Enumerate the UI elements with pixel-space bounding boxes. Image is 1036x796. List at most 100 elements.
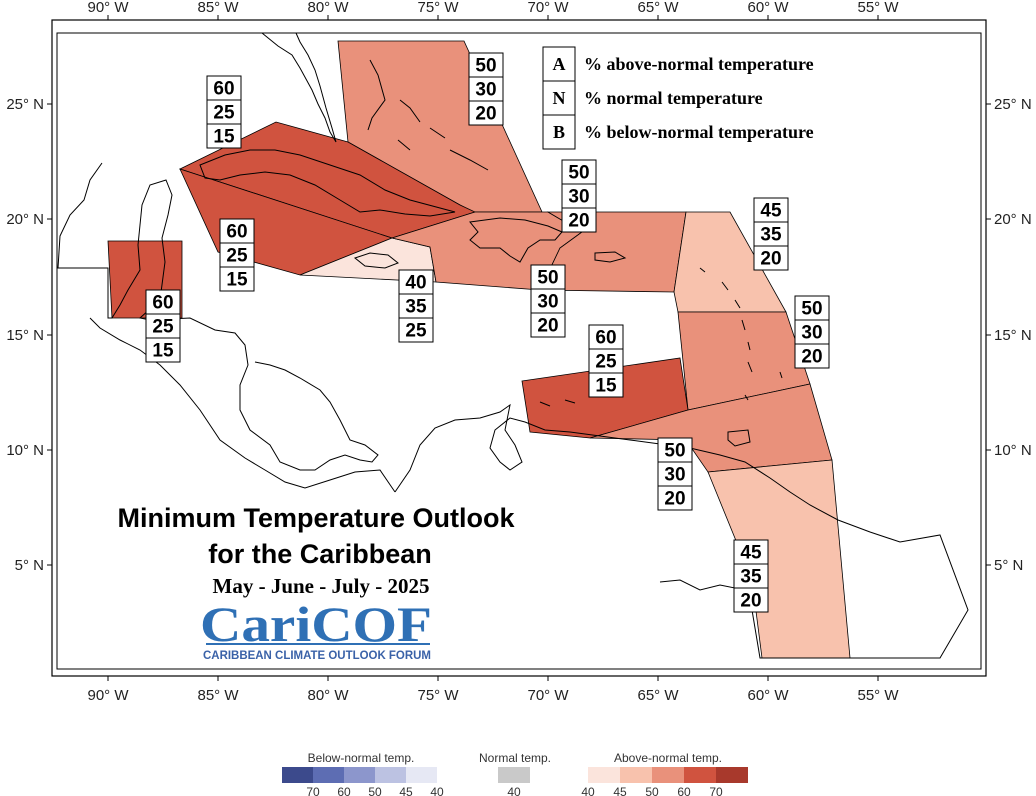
probability-cell [398,269,434,295]
prob-normal: 30 [475,80,496,101]
probability-cell [219,242,255,268]
scale-swatches: 70 60 50 45 40 40 40 45 50 60 70 [282,767,748,796]
lon-label: 90° W [87,0,129,16]
lon-label: 75° W [417,0,459,16]
probability-box: 45 35 20 [733,539,769,613]
probability-cell [530,264,566,290]
prob-below: 20 [537,316,558,337]
coast-lesser-antilles [699,267,783,401]
lon-label: 70° W [527,687,569,704]
lon-label: 75° W [417,687,459,704]
coast-yucatan-central-america [57,162,379,471]
scale-tick-label: 70 [306,785,320,796]
prob-above: 45 [740,543,762,564]
axis-ticks [47,15,991,681]
probability-cell [733,587,769,613]
latitude-labels-right: 25° N 20° N 15° N 10° N 5° N [994,96,1032,574]
prob-below: 20 [475,104,496,125]
lat-label: 15° N [6,327,44,344]
probability-cell [753,245,789,271]
prob-normal: 30 [664,465,685,486]
probability-cell [657,461,693,487]
probability-box: 50 30 20 [794,295,830,369]
latitude-labels-left: 25° N 20° N 15° N 10° N 5° N [6,96,44,574]
prob-below: 20 [760,249,781,270]
lat-label: 15° N [994,327,1032,344]
probability-box: 50 30 20 [657,437,693,511]
coast-cuba [199,149,456,217]
coastlines [57,32,969,659]
lat-label: 20° N [6,211,44,228]
prob-above: 50 [568,163,589,184]
scale-swatch [313,767,344,783]
scale-swatch [406,767,437,783]
legend-key-letter: B [553,122,565,142]
probability-box: 50 30 20 [530,264,566,338]
prob-above: 60 [595,328,616,349]
legend-key-a: A [542,46,576,82]
probability-cell [468,100,504,126]
probability-box: 50 30 20 [468,52,504,126]
lon-label: 90° W [87,687,129,704]
probability-cell [588,324,624,350]
probability-box: 40 35 25 [398,269,434,343]
coast-hispaniola [469,217,563,263]
longitude-labels-bottom: 90° W 85° W 80° W 75° W 70° W 65° W 60° … [87,687,899,704]
prob-above: 50 [537,268,558,289]
probability-cell [561,207,597,233]
probability-box: 60 25 15 [206,75,242,149]
scale-title-below: Below-normal temp. [308,751,415,765]
caricof-logo: CariCOF CARIBBEAN CLIMATE OUTLOOK FORUM [200,596,432,662]
scale-tick-label: 60 [337,785,351,796]
lat-label: 25° N [6,96,44,113]
prob-normal: 35 [760,225,782,246]
lat-label: 10° N [6,442,44,459]
probability-cell [794,295,830,321]
scale-tick-label: 45 [613,785,627,796]
legend-key-n: N [542,80,576,116]
probability-cell [206,75,242,101]
scale-tick-label: 60 [677,785,691,796]
lon-label: 65° W [637,687,679,704]
probability-boxes: 50 30 20 60 25 15 60 25 15 60 25 15 40 35 25 50 30 20 50 30… [145,52,830,613]
probability-cell [733,539,769,565]
map-title-line1: Minimum Temperature Outlook [117,503,515,533]
lat-label: 5° N [994,557,1023,574]
scale-tick-label: 70 [709,785,723,796]
scale-swatch [344,767,375,783]
legend-description: % normal temperature [584,88,763,108]
probability-box: 50 30 20 [561,159,597,233]
prob-normal: 25 [595,352,617,373]
legend-description: % below-normal temperature [584,122,814,142]
scale-title-above: Above-normal temp. [614,751,722,765]
scale-swatch [588,767,620,783]
scale-title-normal: Normal temp. [479,751,551,765]
probability-cell [530,288,566,314]
longitude-labels-top: 90° W 85° W 80° W 75° W 70° W 65° W 60° … [87,0,899,16]
scale-tick-label: 50 [368,785,382,796]
lat-label: 5° N [15,557,44,574]
prob-normal: 30 [801,323,822,344]
abn-legend: A N B % above-normal temperature % norma… [542,46,814,150]
scale-swatch [652,767,684,783]
prob-below: 15 [595,376,617,397]
prob-normal: 35 [740,567,762,588]
legend-key-letter: A [553,54,566,74]
lon-label: 60° W [747,687,789,704]
prob-normal: 25 [152,317,174,338]
probability-box: 60 25 15 [588,324,624,398]
legend-key-b: B [542,114,576,150]
coast-jamaica [353,252,399,269]
lon-label: 80° W [307,687,349,704]
prob-above: 50 [801,299,822,320]
coast-south-america-north [394,403,969,659]
coast-bahamas-islands [367,59,489,171]
probability-cell [561,159,597,185]
logo-subtitle: CARIBBEAN CLIMATE OUTLOOK FORUM [203,650,431,662]
prob-normal: 25 [226,246,248,267]
probability-cell [588,372,624,398]
probability-cell [398,317,434,343]
scale-tick-label: 40 [507,785,521,796]
lon-label: 85° W [197,687,239,704]
